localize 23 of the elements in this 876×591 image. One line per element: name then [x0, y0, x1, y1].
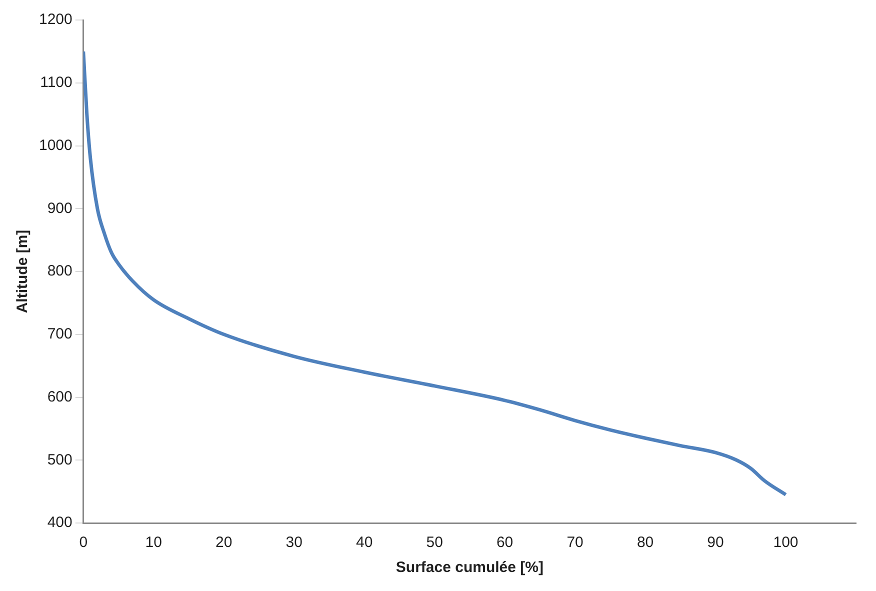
y-tick-label: 1100: [40, 74, 72, 92]
y-tick-label: 500: [47, 451, 72, 468]
y-axis-title: Altitude [m]: [14, 230, 32, 314]
y-tick-label: 800: [47, 262, 72, 280]
line-series: [83, 50, 788, 496]
x-tick-label: 10: [145, 534, 162, 552]
x-tick-label: 40: [356, 534, 373, 552]
x-tick-label: 100: [773, 534, 798, 552]
x-tick-label: 90: [707, 534, 724, 552]
y-tick-label: 700: [47, 326, 72, 343]
y-tick-label: 1200: [38, 11, 72, 28]
x-tick-label: 20: [216, 534, 232, 552]
y-tick-label: 400: [47, 514, 72, 532]
y-tick-label: 1000: [38, 136, 72, 154]
x-tick-label: 70: [566, 534, 584, 552]
x-axis-title: Surface cumulée [%]: [396, 559, 544, 576]
x-tick-label: 50: [426, 534, 443, 552]
y-tick-label: 600: [47, 388, 72, 406]
x-tick-label: 30: [286, 534, 302, 552]
y-tick-label: 900: [47, 200, 72, 217]
x-tick-label: 0: [79, 534, 88, 552]
x-tick-label: 60: [496, 534, 514, 552]
x-tick-label: 80: [636, 534, 654, 552]
